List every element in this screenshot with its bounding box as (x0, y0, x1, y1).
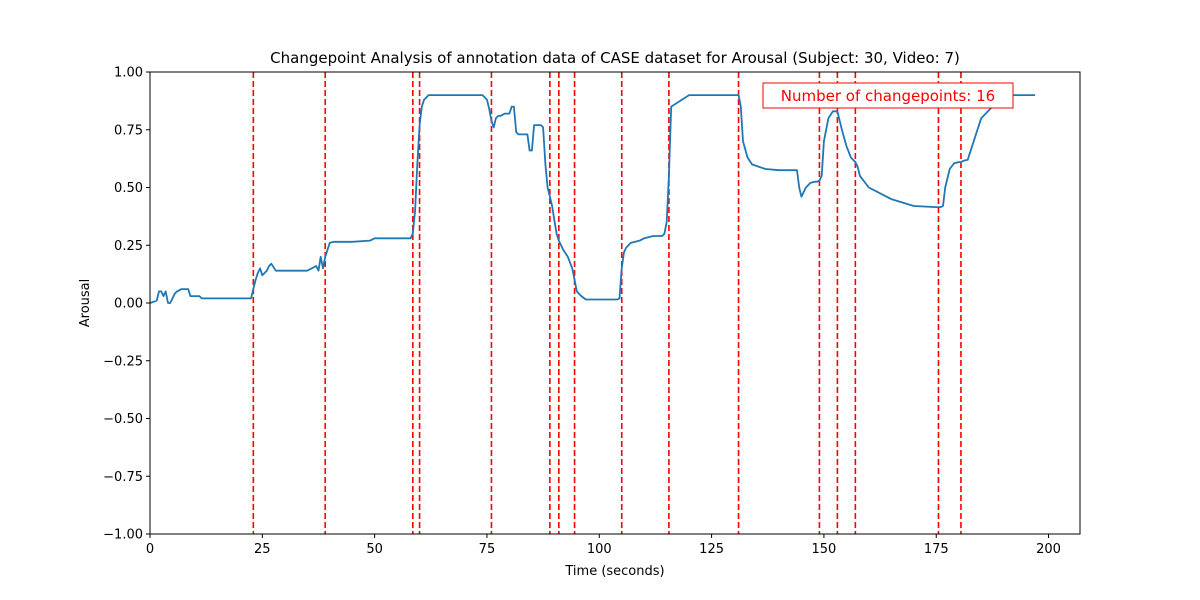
x-tick-label: 50 (366, 542, 383, 557)
x-axis-label: Time (seconds) (564, 564, 664, 579)
chart-title: Changepoint Analysis of annotation data … (270, 49, 960, 67)
y-tick-label: 0.75 (114, 123, 143, 138)
changepoint-count-annotation: Number of changepoints: 16 (762, 82, 1014, 109)
changepoint-lines (252, 72, 962, 534)
y-tick-label: 0.00 (114, 297, 143, 312)
x-tick-label: 175 (924, 542, 949, 557)
x-tick-label: 0 (146, 542, 154, 557)
y-tick-label: 1.00 (114, 66, 143, 81)
y-tick-label: −1.00 (103, 528, 143, 543)
y-tick-label: −0.50 (103, 412, 143, 427)
annotation-text: Number of changepoints: 16 (781, 87, 995, 105)
x-tick-label: 150 (811, 542, 836, 557)
x-tick-label: 125 (699, 542, 724, 557)
x-tick-label: 200 (1036, 542, 1061, 557)
x-axis-ticks: 0 25 50 75 100 125 150 175 200 (146, 534, 1061, 557)
annotation-box (762, 82, 1014, 109)
y-axis-ticks: −1.00 −0.75 −0.50 −0.25 0.00 0.25 0.50 0.75 1.00 (103, 66, 150, 543)
y-axis-label: Arousal (78, 279, 93, 328)
x-tick-label: 75 (479, 542, 496, 557)
x-tick-label: 25 (254, 542, 271, 557)
y-tick-label: 0.25 (114, 239, 143, 254)
y-tick-label: −0.75 (103, 470, 143, 485)
series-layer (149, 94, 1036, 304)
y-tick-label: −0.25 (103, 354, 143, 369)
x-tick-label: 100 (587, 542, 612, 557)
series-line-arousal (149, 94, 1036, 304)
y-tick-label: 0.50 (114, 181, 143, 196)
